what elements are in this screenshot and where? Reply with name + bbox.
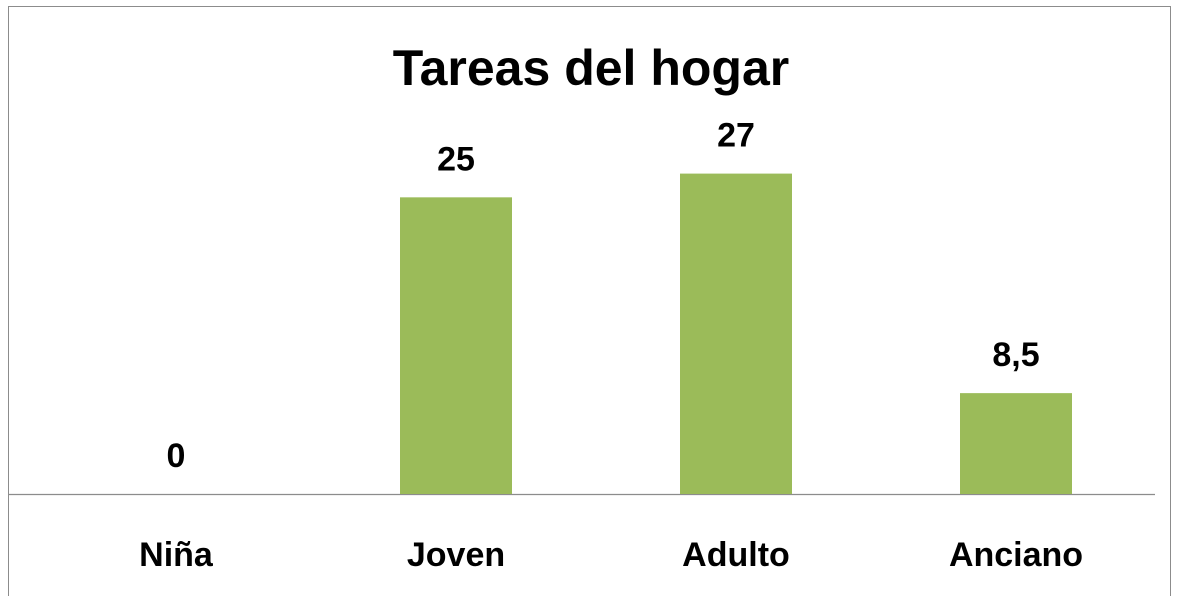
data-label: 0 [167,437,186,475]
chart-title: Tareas del hogar [393,40,789,96]
bar [400,197,512,495]
x-tick-label: Adulto [682,536,790,574]
bar [680,173,792,494]
data-label: 25 [437,140,475,178]
data-label: 8,5 [992,336,1039,374]
bar [960,393,1072,494]
x-tick-label: Joven [407,536,505,574]
data-label: 27 [717,117,755,155]
x-tick-label: Niña [139,536,214,574]
chart-border [8,6,1171,596]
x-tick-label: Anciano [949,536,1083,574]
